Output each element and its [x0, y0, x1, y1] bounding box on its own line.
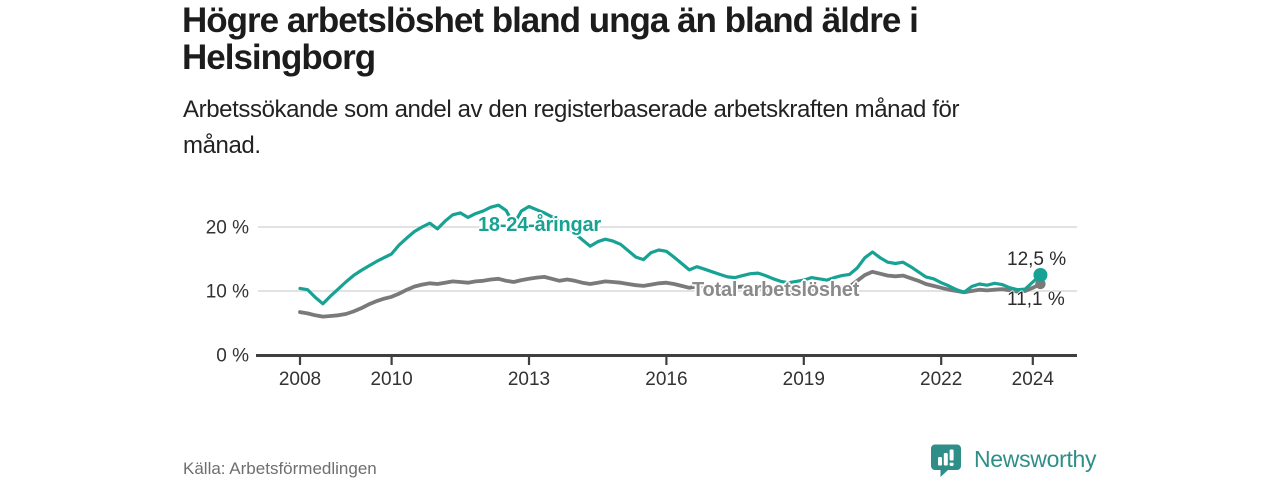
- series-label-total: Total arbetslöshet: [692, 279, 860, 301]
- newsworthy-logo-icon: [931, 444, 961, 477]
- chart-subtitle: Arbetssökande som andel av den registerb…: [183, 96, 960, 159]
- svg-text:0 %: 0 %: [216, 346, 249, 367]
- svg-text:2016: 2016: [645, 369, 687, 390]
- logo-exclamation-dot: [949, 462, 954, 466]
- source-note: Källa: Arbetsförmedlingen: [183, 459, 377, 478]
- svg-text:2019: 2019: [783, 369, 825, 390]
- newsworthy-brand: Newsworthy: [931, 444, 1097, 480]
- svg-text:2024: 2024: [1012, 369, 1055, 390]
- end-value-total: 11,1 %: [1007, 289, 1065, 310]
- chart-title: Högre arbetslöshet bland unga än bland ä…: [182, 1, 919, 77]
- svg-text:10 %: 10 %: [206, 282, 249, 303]
- end-value-young: 12,5 %: [1007, 249, 1067, 270]
- logo-bar-short: [938, 457, 942, 466]
- svg-text:2008: 2008: [279, 369, 321, 390]
- svg-text:20 %: 20 %: [206, 218, 249, 239]
- series-label-young: 18-24-åringar: [478, 214, 602, 236]
- newsworthy-wordmark: Newsworthy: [974, 446, 1097, 472]
- logo-bar-tall: [943, 453, 948, 466]
- logo-exclamation-bar: [949, 449, 954, 461]
- svg-text:2022: 2022: [920, 369, 962, 390]
- svg-text:2010: 2010: [370, 369, 412, 390]
- svg-text:2013: 2013: [508, 369, 550, 390]
